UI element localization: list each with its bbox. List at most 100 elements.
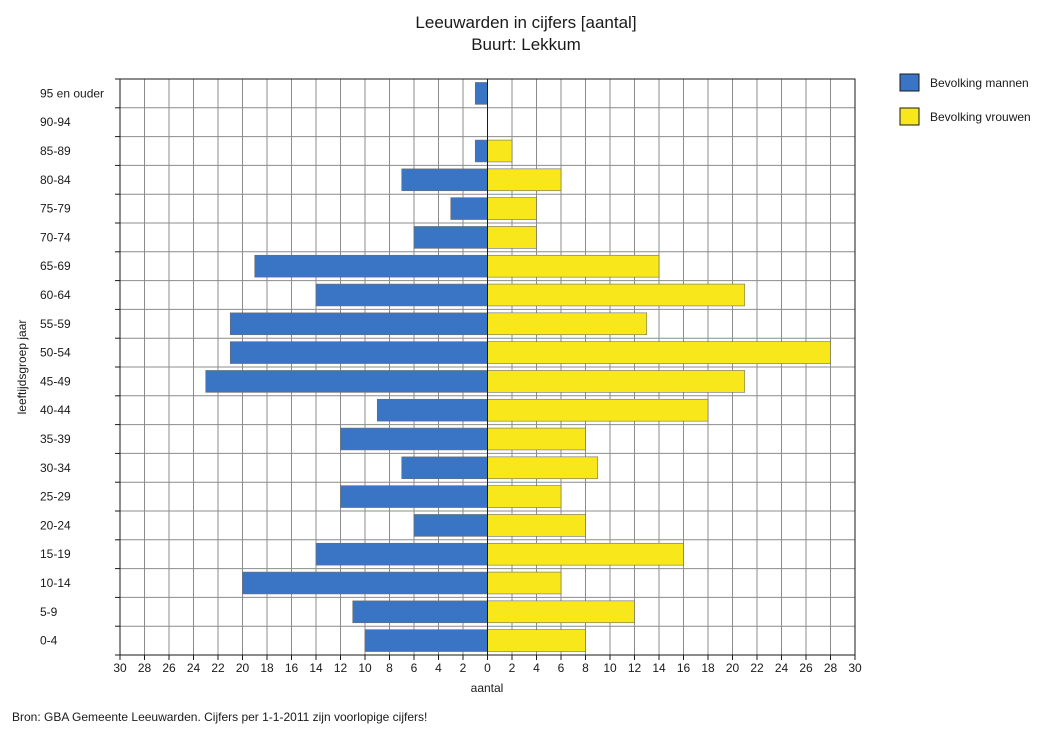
bar-mannen-5-9 [352, 600, 488, 624]
legend-label: Bevolking vrouwen [930, 110, 1031, 124]
category-label: 95 en ouder [40, 86, 104, 100]
chart-subtitle: Buurt: Lekkum [471, 35, 581, 54]
bar-mannen-60-64 [315, 283, 488, 307]
bar-vrouwen-20-24 [487, 514, 586, 537]
x-tick-label: 16 [677, 661, 691, 675]
category-labels: 95 en ouder 90-94 85-89 80-84 75-79 70-74 65-6… [40, 86, 104, 647]
category-label: 60-64 [40, 288, 71, 302]
bar-mannen-95-en-ouder [474, 82, 488, 105]
x-tick-label: 10 [603, 661, 617, 675]
bar-mannen-10-14 [242, 571, 488, 595]
category-label: 55-59 [40, 317, 71, 331]
bar-vrouwen-35-39 [487, 427, 586, 451]
x-tick-label: 8 [386, 661, 393, 675]
bar-vrouwen-15-19 [487, 542, 684, 566]
x-tick-label: 4 [435, 661, 442, 675]
category-label: 50-54 [40, 346, 71, 360]
bar-mannen-20-24 [413, 514, 488, 537]
category-label: 20-24 [40, 518, 71, 532]
source-note: Bron: GBA Gemeente Leeuwarden. Cijfers p… [12, 710, 427, 724]
bar-vrouwen-45-49 [487, 370, 746, 393]
x-tick-label: 8 [582, 661, 589, 675]
bar-vrouwen-60-64 [487, 283, 746, 307]
category-label: 35-39 [40, 432, 71, 446]
bar-mannen-25-29 [340, 485, 488, 508]
bar-mannen-50-54 [229, 341, 488, 364]
x-tick-label: 18 [260, 661, 274, 675]
x-tick-label: 20 [726, 661, 740, 675]
x-tick-label: 10 [358, 661, 372, 675]
category-label: 75-79 [40, 202, 71, 216]
category-label: 90-94 [40, 115, 71, 129]
x-tick-label: 24 [187, 661, 201, 675]
legend-swatch [899, 73, 920, 92]
x-tick-label: 12 [628, 661, 642, 675]
x-tick-label: 4 [533, 661, 540, 675]
bar-vrouwen-0-4 [487, 629, 586, 652]
x-tick-label: 24 [775, 661, 789, 675]
x-tick-labels: 30 28 26 24 22 20 18 16 14 12 10 8 6 4 2 0 2 4 6 8 10 12 14 16 1… [113, 661, 862, 675]
x-tick-label: 22 [211, 661, 225, 675]
legend-swatch [899, 107, 920, 126]
bar-mannen-80-84 [401, 168, 488, 192]
category-label: 5-9 [40, 605, 58, 619]
axes [115, 78, 856, 660]
bar-vrouwen-65-69 [487, 254, 660, 278]
category-label: 65-69 [40, 259, 71, 273]
bar-mannen-55-59 [229, 312, 488, 336]
bar-mannen-0-4 [364, 629, 488, 652]
x-tick-label: 0 [484, 661, 491, 675]
x-tick-label: 12 [334, 661, 348, 675]
category-label: 45-49 [40, 374, 71, 388]
chart-title: Leeuwarden in cijfers [aantal] [415, 13, 636, 32]
bar-mannen-35-39 [340, 427, 488, 451]
x-tick-label: 20 [236, 661, 250, 675]
bar-mannen-75-79 [450, 197, 488, 220]
category-label: 40-44 [40, 403, 71, 417]
bar-vrouwen-85-89 [487, 139, 513, 163]
x-tick-label: 6 [411, 661, 418, 675]
x-tick-label: 14 [309, 661, 323, 675]
bar-mannen-85-89 [474, 139, 488, 163]
bar-mannen-70-74 [413, 226, 488, 249]
x-tick-label: 26 [799, 661, 813, 675]
category-label: 85-89 [40, 144, 71, 158]
bar-vrouwen-80-84 [487, 168, 562, 192]
legend-label: Bevolking mannen [930, 76, 1029, 90]
x-tick-label: 16 [285, 661, 299, 675]
y-axis-title: leeftijdsgroep jaar [15, 320, 29, 415]
category-label: 0-4 [40, 634, 58, 648]
x-tick-label: 14 [652, 661, 666, 675]
bar-mannen-65-69 [254, 254, 488, 278]
category-label: 80-84 [40, 173, 71, 187]
bar-vrouwen-70-74 [487, 226, 537, 249]
bar-vrouwen-75-79 [487, 197, 537, 220]
x-tick-label: 30 [848, 661, 862, 675]
bar-mannen-45-49 [205, 370, 488, 393]
x-tick-label: 2 [460, 661, 467, 675]
bar-mannen-40-44 [376, 398, 488, 422]
legend: Bevolking mannen Bevolking vrouwen [899, 73, 1031, 126]
x-tick-label: 30 [113, 661, 127, 675]
bar-vrouwen-25-29 [487, 485, 562, 508]
x-tick-label: 6 [558, 661, 565, 675]
x-tick-label: 28 [138, 661, 152, 675]
x-axis-title: aantal [471, 681, 504, 695]
category-label: 25-29 [40, 490, 71, 504]
x-tick-label: 28 [824, 661, 838, 675]
bar-vrouwen-50-54 [487, 341, 831, 364]
category-label: 10-14 [40, 576, 71, 590]
bar-vrouwen-30-34 [487, 456, 599, 480]
bar-vrouwen-10-14 [487, 571, 562, 595]
bar-vrouwen-55-59 [487, 312, 648, 336]
x-tick-label: 18 [701, 661, 715, 675]
x-tick-label: 22 [750, 661, 764, 675]
bar-vrouwen-40-44 [487, 398, 709, 422]
x-tick-label: 26 [162, 661, 176, 675]
category-label: 15-19 [40, 547, 71, 561]
category-label: 70-74 [40, 230, 71, 244]
bar-mannen-30-34 [401, 456, 488, 480]
x-tick-label: 2 [509, 661, 516, 675]
category-label: 30-34 [40, 461, 71, 475]
